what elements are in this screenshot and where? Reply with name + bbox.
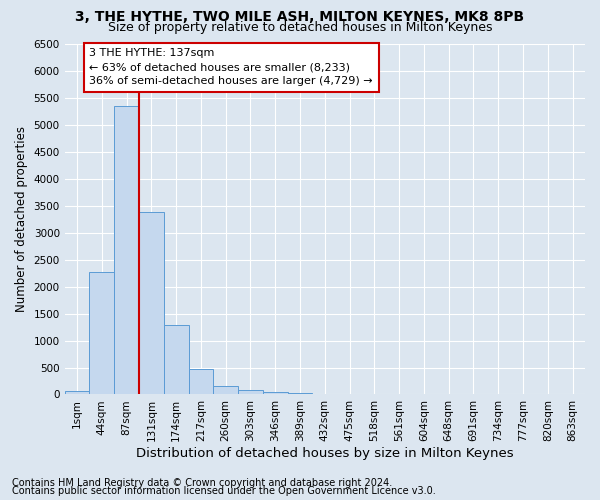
Bar xyxy=(214,386,238,394)
Bar xyxy=(287,393,313,394)
Bar xyxy=(188,368,214,394)
Bar xyxy=(114,106,139,395)
Text: 3, THE HYTHE, TWO MILE ASH, MILTON KEYNES, MK8 8PB: 3, THE HYTHE, TWO MILE ASH, MILTON KEYNE… xyxy=(76,10,524,24)
Bar xyxy=(263,392,287,394)
Text: Size of property relative to detached houses in Milton Keynes: Size of property relative to detached ho… xyxy=(108,22,492,35)
Bar xyxy=(89,272,114,394)
X-axis label: Distribution of detached houses by size in Milton Keynes: Distribution of detached houses by size … xyxy=(136,447,514,460)
Bar xyxy=(238,390,263,394)
Y-axis label: Number of detached properties: Number of detached properties xyxy=(15,126,28,312)
Text: Contains public sector information licensed under the Open Government Licence v3: Contains public sector information licen… xyxy=(12,486,436,496)
Text: 3 THE HYTHE: 137sqm
← 63% of detached houses are smaller (8,233)
36% of semi-det: 3 THE HYTHE: 137sqm ← 63% of detached ho… xyxy=(89,48,373,86)
Bar xyxy=(164,325,188,394)
Bar xyxy=(139,212,164,394)
Bar xyxy=(65,391,89,394)
Text: Contains HM Land Registry data © Crown copyright and database right 2024.: Contains HM Land Registry data © Crown c… xyxy=(12,478,392,488)
